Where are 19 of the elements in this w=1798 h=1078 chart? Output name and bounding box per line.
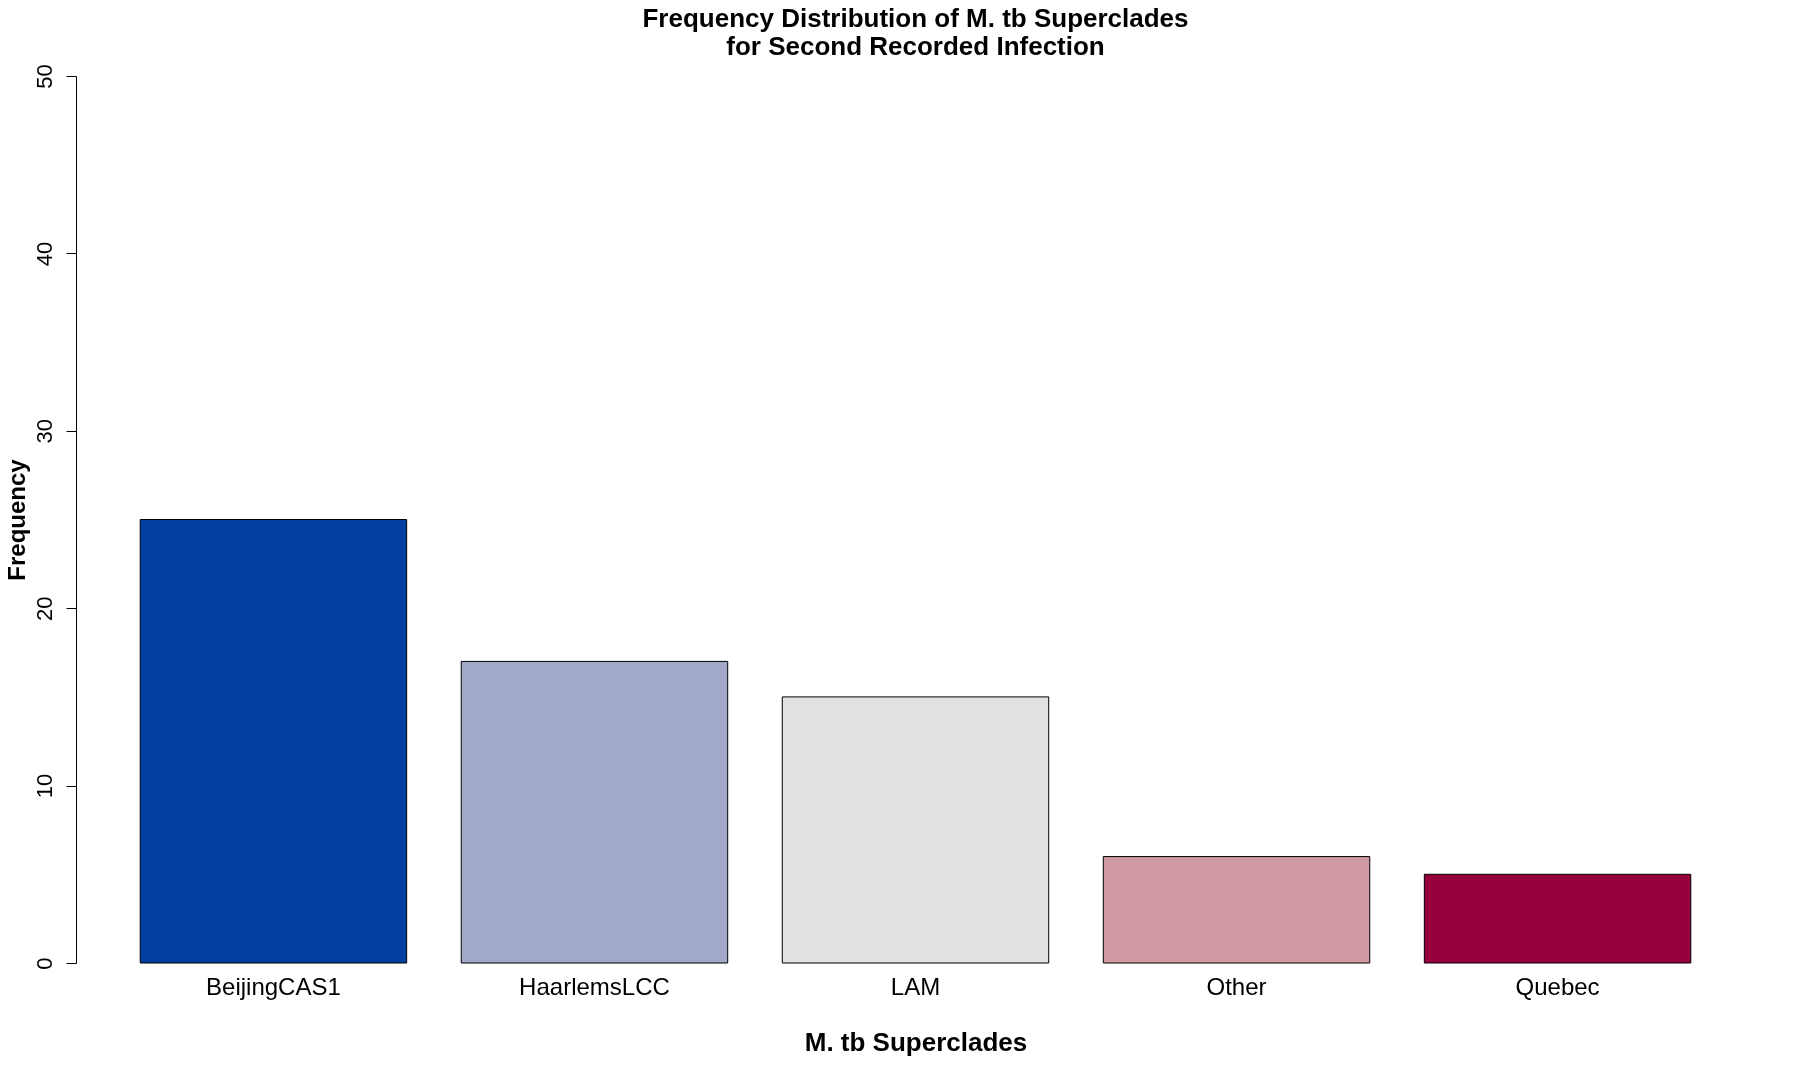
bar bbox=[781, 696, 1050, 964]
y-tick-label: 50 bbox=[31, 64, 57, 89]
x-tick-label: HaarlemsLCC bbox=[519, 972, 670, 1000]
bar bbox=[1102, 856, 1371, 964]
bar bbox=[460, 660, 729, 964]
y-tick-label: 30 bbox=[31, 419, 57, 444]
y-tick-label: 20 bbox=[31, 596, 57, 621]
chart-title: Frequency Distribution of M. tb Superclades for Second Recorded Infection bbox=[642, 2, 1189, 61]
y-axis-title: Frequency bbox=[2, 458, 30, 581]
y-tick-label: 0 bbox=[31, 957, 57, 970]
y-tick-label: 40 bbox=[31, 241, 57, 267]
x-tick-label: Other bbox=[1206, 972, 1267, 1000]
bar bbox=[139, 519, 408, 964]
x-axis-title: M. tb Superclades bbox=[804, 1026, 1028, 1057]
y-tick-label: 10 bbox=[31, 773, 57, 799]
x-tick-label: Quebec bbox=[1515, 972, 1600, 1000]
x-tick-label: BeijingCAS1 bbox=[206, 972, 341, 1000]
x-tick-label: LAM bbox=[890, 972, 941, 1000]
bar bbox=[1423, 873, 1692, 964]
